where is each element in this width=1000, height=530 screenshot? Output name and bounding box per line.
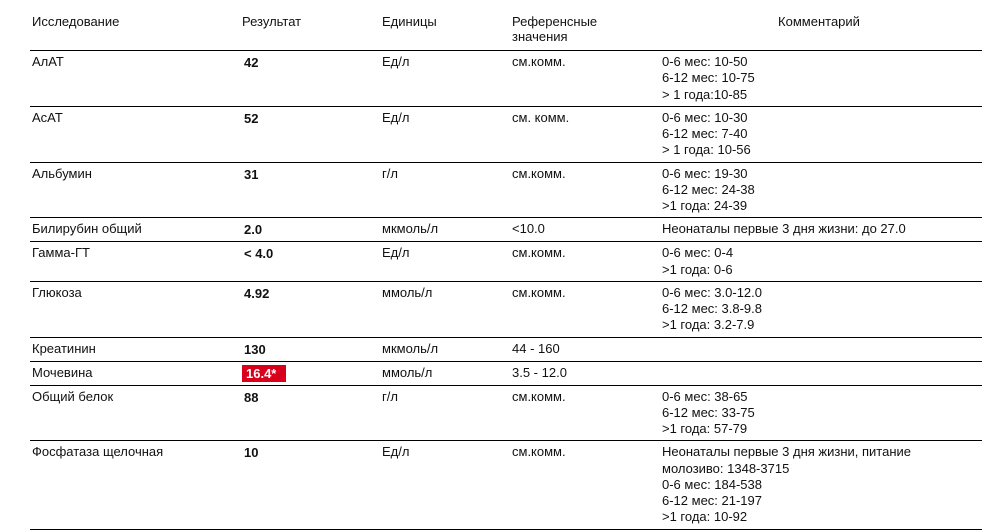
header-row: ИсследованиеРезультатЕдиницыРеференсные …: [30, 12, 982, 51]
cell-result: 42: [240, 51, 380, 107]
cell-test: Глюкоза: [30, 281, 240, 337]
cell-units: г/л: [380, 385, 510, 441]
cell-comment: 0-6 мес: 10-30 6-12 мес: 7-40 > 1 года: …: [660, 106, 982, 162]
cell-result: 10: [240, 441, 380, 529]
cell-units: Ед/л: [380, 51, 510, 107]
cell-units: Ед/л: [380, 441, 510, 529]
cell-units: Ед/л: [380, 242, 510, 282]
cell-result: 31: [240, 162, 380, 218]
cell-test: Креатинин: [30, 337, 240, 361]
table-row: Билирубин общий2.0 мкмоль/л<10.0Неонаталы…: [30, 218, 982, 242]
result-value-flagged: 16.4*: [242, 365, 286, 382]
cell-units: Ед/л: [380, 106, 510, 162]
cell-units: ммоль/л: [380, 281, 510, 337]
cell-units: мкмоль/л: [380, 218, 510, 242]
result-value: 42: [242, 54, 260, 71]
cell-test: АсАТ: [30, 106, 240, 162]
result-value: < 4.0: [242, 245, 275, 262]
result-value: 88: [242, 389, 260, 406]
cell-reference-range: 44 - 160: [510, 337, 660, 361]
result-value: 10: [242, 444, 260, 461]
table-row: Фосфатаза щелочная10 Ед/лсм.комм.Неонатал…: [30, 441, 982, 529]
cell-test: Билирубин общий: [30, 218, 240, 242]
cell-comment: 0-6 мес: 19-30 6-12 мес: 24-38 >1 года: …: [660, 162, 982, 218]
col-header-1: Результат: [240, 12, 380, 51]
cell-units: мкмоль/л: [380, 337, 510, 361]
cell-units: ммоль/л: [380, 361, 510, 385]
col-header-4: Комментарий: [660, 12, 982, 51]
cell-comment: Неонаталы первые 3 дня жизни, питание мо…: [660, 441, 982, 529]
cell-test: Гамма-ГТ: [30, 242, 240, 282]
cell-result: 88: [240, 385, 380, 441]
cell-reference-range: см. комм.: [510, 106, 660, 162]
table-body: АлАТ42Ед/лсм.комм.0-6 мес: 10-50 6-12 ме…: [30, 51, 982, 530]
result-value: 2.0: [242, 221, 264, 238]
cell-test: Альбумин: [30, 162, 240, 218]
col-header-2: Единицы: [380, 12, 510, 51]
table-row: Гамма-ГТ< 4.0 Ед/лсм.комм.0-6 мес: 0-4 >1…: [30, 242, 982, 282]
cell-result: 16.4*: [240, 361, 380, 385]
cell-reference-range: <10.0: [510, 218, 660, 242]
table-row: Глюкоза4.92 ммоль/лсм.комм.0-6 мес: 3.0-1…: [30, 281, 982, 337]
lab-results-table: ИсследованиеРезультатЕдиницыРеференсные …: [30, 12, 982, 530]
result-value: 31: [242, 166, 260, 183]
result-value: 130: [242, 341, 268, 358]
cell-reference-range: см.комм.: [510, 162, 660, 218]
cell-comment: 0-6 мес: 3.0-12.0 6-12 мес: 3.8-9.8 >1 г…: [660, 281, 982, 337]
table-row: Альбумин31 г/лсм.комм.0-6 мес: 19-30 6-12…: [30, 162, 982, 218]
cell-result: 2.0: [240, 218, 380, 242]
cell-reference-range: см.комм.: [510, 385, 660, 441]
cell-test: Мочевина: [30, 361, 240, 385]
cell-comment: [660, 337, 982, 361]
cell-result: 130: [240, 337, 380, 361]
table-head: ИсследованиеРезультатЕдиницыРеференсные …: [30, 12, 982, 51]
cell-reference-range: см.комм.: [510, 51, 660, 107]
result-value: 52: [242, 110, 260, 127]
cell-result: < 4.0: [240, 242, 380, 282]
col-header-0: Исследование: [30, 12, 240, 51]
cell-comment: 0-6 мес: 10-50 6-12 мес: 10-75 > 1 года:…: [660, 51, 982, 107]
table-row: Общий белок88 г/лсм.комм.0-6 мес: 38-65 6…: [30, 385, 982, 441]
cell-result: 4.92: [240, 281, 380, 337]
table-row: Креатинин130 мкмоль/л44 - 160: [30, 337, 982, 361]
cell-test: АлАТ: [30, 51, 240, 107]
cell-reference-range: см.комм.: [510, 441, 660, 529]
cell-test: Общий белок: [30, 385, 240, 441]
cell-units: г/л: [380, 162, 510, 218]
col-header-3: Референсные значения: [510, 12, 660, 51]
result-value: 4.92: [242, 285, 271, 302]
table-row: АлАТ42 Ед/лсм.комм.0-6 мес: 10-50 6-12 ме…: [30, 51, 982, 107]
table-row: АсАТ52 Ед/лсм. комм.0-6 мес: 10-30 6-12 м…: [30, 106, 982, 162]
cell-comment: 0-6 мес: 0-4 >1 года: 0-6: [660, 242, 982, 282]
cell-comment: Неонаталы первые 3 дня жизни: до 27.0: [660, 218, 982, 242]
cell-reference-range: см.комм.: [510, 242, 660, 282]
cell-reference-range: см.комм.: [510, 281, 660, 337]
cell-comment: [660, 361, 982, 385]
cell-reference-range: 3.5 - 12.0: [510, 361, 660, 385]
cell-test: Фосфатаза щелочная: [30, 441, 240, 529]
table-row: Мочевина16.4* ммоль/л3.5 - 12.0: [30, 361, 982, 385]
cell-result: 52: [240, 106, 380, 162]
cell-comment: 0-6 мес: 38-65 6-12 мес: 33-75 >1 года: …: [660, 385, 982, 441]
